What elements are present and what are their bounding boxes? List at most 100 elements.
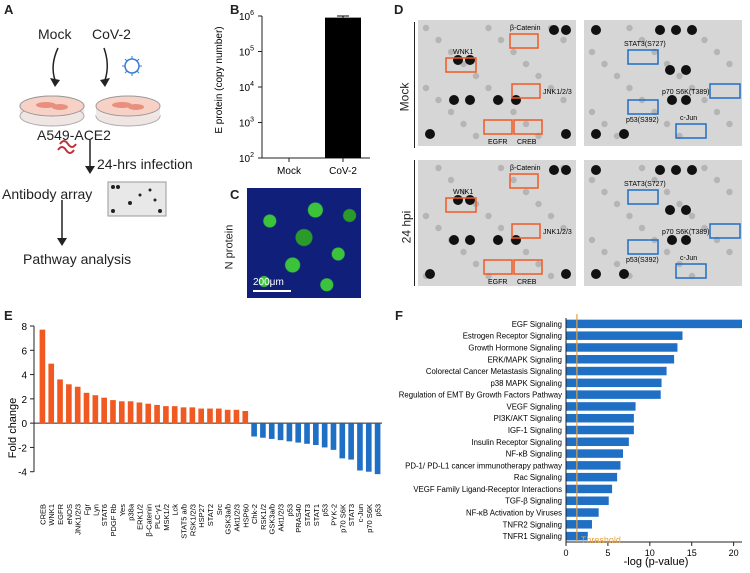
- e-xtick: Src: [215, 504, 224, 516]
- e-bar: [233, 409, 240, 424]
- blot-label: p70 S6K(T389): [662, 229, 709, 236]
- blot-label: STAT3(S727): [624, 41, 666, 48]
- e-xtick: RSK1/2: [259, 504, 268, 530]
- e-ytick: 4: [21, 371, 27, 382]
- f-bar: [566, 343, 678, 352]
- e-ytick: -4: [18, 468, 27, 479]
- f-ytick: TNFR2 Signaling: [503, 520, 562, 529]
- blot-box-blue: [627, 239, 659, 255]
- blot-spot: [453, 195, 463, 205]
- blot-label: β-Catenin: [510, 25, 541, 32]
- blot-spot: [465, 95, 475, 105]
- e-xtick: GSK3a/b: [268, 504, 277, 534]
- e-bar: [339, 423, 346, 459]
- blot-box-orange: [483, 259, 513, 275]
- e-bar: [92, 395, 99, 424]
- antibody-blots: WNK1 β-Catenin JNK1/2/3 EGFR CREB STAT3(S727)…: [418, 20, 742, 286]
- f-ytick: VEGF Signaling: [507, 402, 562, 411]
- f-xtick: 15: [687, 548, 697, 558]
- e-ytick: 8: [21, 322, 27, 333]
- panel-f-letter: F: [395, 308, 403, 323]
- f-bar: [566, 402, 636, 411]
- b-ytick: 106: [239, 10, 254, 23]
- e-xtick: β-Catenin: [144, 504, 153, 537]
- blot-box-blue: [675, 123, 707, 139]
- e-bar: [83, 392, 90, 424]
- f-ytick: Growth Hormone Signaling: [468, 343, 562, 352]
- panel-b-letter: B: [230, 2, 240, 17]
- blot-spot: [591, 25, 601, 35]
- blot-box-blue: [627, 189, 659, 205]
- blot-label: EGFR: [488, 279, 507, 286]
- e-xtick: Chk-2: [250, 504, 259, 524]
- f-ytick: Insulin Receptor Signaling: [471, 438, 562, 447]
- blot-spot: [671, 165, 681, 175]
- e-xtick: Fgr: [83, 503, 92, 515]
- blot-box-orange: [511, 223, 541, 239]
- f-xtick: 0: [563, 548, 568, 558]
- f-ytick: Rac Signaling: [514, 473, 562, 482]
- blot-label: c-Jun: [680, 255, 697, 262]
- f-ytick: Colorectal Cancer Metastasis Signaling: [426, 367, 562, 376]
- arrow-head-icon: [50, 78, 60, 87]
- e-bar: [348, 423, 354, 460]
- panel-e-letter: E: [4, 308, 13, 323]
- f-bar: [566, 331, 683, 340]
- blot-box-orange: [445, 197, 477, 213]
- f-bar: [566, 366, 667, 376]
- e-ylabel: Fold change: [7, 398, 19, 459]
- e-xtick: eNOS: [65, 504, 74, 524]
- blot-box-orange: [445, 57, 477, 73]
- f-xtick: 5: [605, 548, 610, 558]
- threshold-label: Threshold: [581, 535, 621, 545]
- e-bar: [101, 397, 107, 424]
- cell-line-label: A549-ACE2: [37, 127, 111, 143]
- e-xtick: HSP60: [241, 504, 250, 528]
- b-ylabel: E protein (copy number): [214, 26, 225, 133]
- blot-spot: [655, 165, 665, 175]
- e-bar: [224, 409, 231, 424]
- e-xtick: CREB: [38, 504, 47, 525]
- e-xtick: p70 S6K: [338, 504, 347, 533]
- blot-label: CREB: [517, 279, 537, 286]
- mock-label: Mock: [38, 26, 72, 42]
- f-bar: [566, 496, 609, 505]
- blot-spot: [655, 25, 665, 35]
- e-xtick: PRAS40: [294, 504, 303, 533]
- panel-a-letter: A: [4, 2, 14, 17]
- d-row-mock: Mock: [397, 82, 412, 112]
- blot-spot: [681, 205, 691, 215]
- e-bar: [127, 401, 134, 424]
- e-xtick: STAT5 a/b: [180, 504, 189, 539]
- e-xtick: Akt1/2/3: [277, 504, 286, 532]
- e-bar: [330, 423, 337, 450]
- blot-spot: [493, 95, 503, 105]
- e-bar: [118, 401, 125, 424]
- e-bar: [304, 423, 310, 444]
- e-bar: [268, 423, 275, 439]
- virus-rna-icon: [57, 140, 77, 154]
- e-bar: [286, 423, 293, 442]
- blot-spot: [671, 25, 681, 35]
- e-bar: [207, 408, 213, 424]
- f-bar: [566, 413, 634, 423]
- blot-spot: [667, 95, 677, 105]
- f-ytick: TGF-β Signaling: [505, 497, 562, 506]
- pathway-analysis-label: Pathway analysis: [23, 251, 132, 267]
- e-xtick: EGFR: [56, 503, 65, 524]
- f-ytick: EGF Signaling: [512, 320, 562, 329]
- e-bar: [321, 423, 328, 448]
- blot-label: JNK1/2/3: [543, 229, 572, 236]
- f-ytick: TNFR1 Signaling: [503, 532, 562, 541]
- e-ytick: 2: [21, 395, 27, 406]
- f-bar: [566, 508, 599, 517]
- e-xtick: ERK1/2: [135, 504, 144, 530]
- e-bar: [57, 379, 63, 424]
- e-xtick: STAT3: [347, 504, 356, 526]
- f-ytick: NF-κB Activation by Viruses: [466, 509, 562, 518]
- e-xtick: PYK-2: [329, 504, 338, 526]
- blot-label: CREB: [517, 139, 537, 146]
- blot-label: c-Jun: [680, 115, 697, 122]
- blot-box-orange: [509, 33, 539, 49]
- workflow-diagram: [19, 47, 167, 246]
